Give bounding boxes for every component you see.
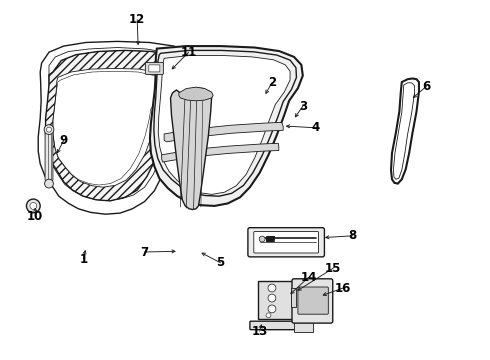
Text: 5: 5	[217, 256, 224, 269]
Polygon shape	[46, 50, 183, 201]
Text: 11: 11	[180, 46, 197, 59]
Text: 12: 12	[129, 13, 146, 26]
Text: 6: 6	[422, 80, 430, 93]
Polygon shape	[53, 68, 170, 187]
Polygon shape	[164, 122, 283, 142]
Text: 13: 13	[251, 325, 268, 338]
Text: 9: 9	[60, 134, 68, 147]
Circle shape	[26, 199, 40, 213]
FancyBboxPatch shape	[146, 62, 163, 75]
Polygon shape	[38, 41, 194, 214]
Polygon shape	[171, 88, 212, 210]
Circle shape	[44, 125, 54, 135]
FancyBboxPatch shape	[298, 287, 328, 314]
Polygon shape	[391, 78, 419, 184]
FancyBboxPatch shape	[258, 280, 293, 319]
FancyBboxPatch shape	[254, 231, 318, 253]
Text: 2: 2	[268, 76, 276, 89]
Polygon shape	[158, 55, 290, 194]
Circle shape	[268, 294, 276, 302]
Text: 1: 1	[79, 253, 87, 266]
FancyBboxPatch shape	[294, 316, 313, 332]
FancyBboxPatch shape	[248, 228, 324, 257]
Polygon shape	[179, 87, 213, 101]
Circle shape	[266, 313, 271, 318]
Text: 8: 8	[349, 229, 357, 242]
Polygon shape	[45, 130, 53, 183]
Circle shape	[47, 127, 51, 132]
Text: 15: 15	[325, 262, 342, 275]
Circle shape	[268, 305, 276, 313]
Circle shape	[259, 236, 265, 242]
Text: 7: 7	[141, 246, 148, 258]
Circle shape	[30, 202, 37, 210]
Text: 3: 3	[299, 100, 307, 113]
Text: 16: 16	[335, 282, 351, 294]
Polygon shape	[150, 46, 303, 206]
Text: 4: 4	[312, 121, 320, 134]
FancyBboxPatch shape	[292, 279, 333, 323]
Text: 14: 14	[300, 271, 317, 284]
FancyBboxPatch shape	[250, 321, 308, 330]
Circle shape	[45, 179, 53, 188]
FancyBboxPatch shape	[149, 65, 160, 72]
FancyBboxPatch shape	[291, 288, 296, 306]
Text: 10: 10	[27, 210, 44, 222]
Polygon shape	[162, 143, 279, 162]
Circle shape	[268, 284, 276, 292]
